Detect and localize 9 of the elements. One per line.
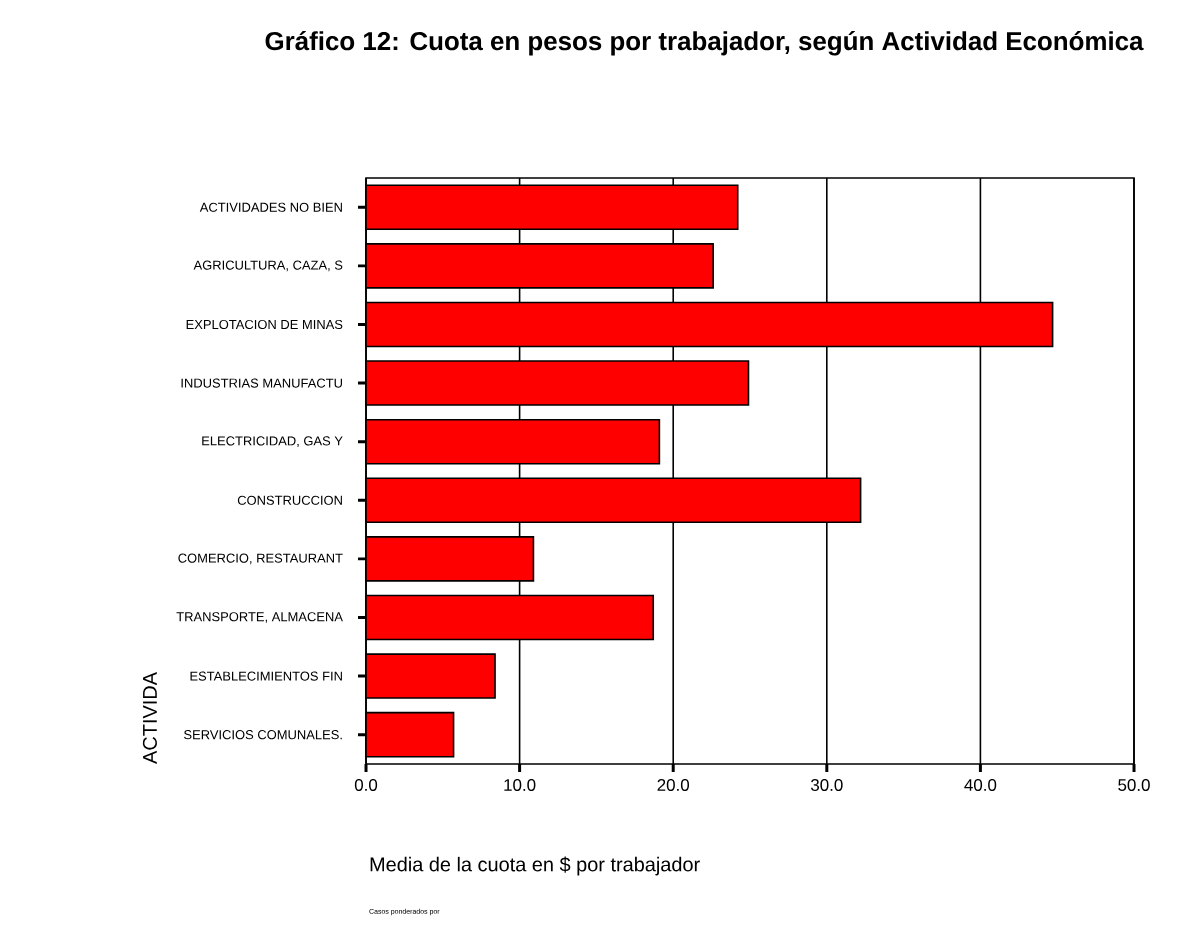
x-tick-label: 10.0 xyxy=(504,779,536,791)
x-tick-label: 40.0 xyxy=(964,779,997,791)
x-tick-label: 0.0 xyxy=(354,779,378,791)
x-tick-label: 50.0 xyxy=(1118,779,1150,791)
y-axis-title: ACTIVIDA xyxy=(142,672,157,764)
x-tick-label: 30.0 xyxy=(810,779,843,791)
chart-title: Gráfico 12: Cuota en pesos por trabajador, según Actividad Económica xyxy=(265,31,1144,56)
x-tick-label: 20.0 xyxy=(657,779,690,791)
x-axis-title: Media de la cuota en $ por trabajador xyxy=(370,856,700,876)
